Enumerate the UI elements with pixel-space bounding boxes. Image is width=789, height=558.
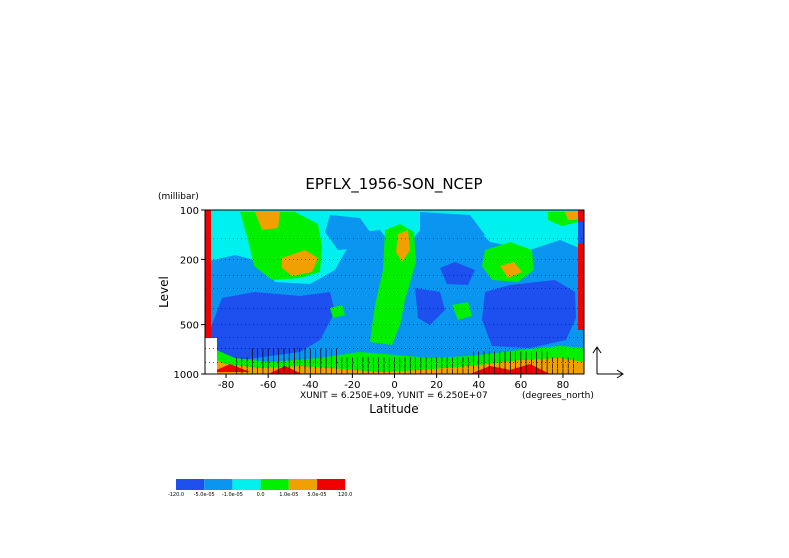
colorbar-label: 1.0e-05 xyxy=(279,492,298,498)
colorbar-label: 120.0 xyxy=(338,492,352,498)
contour-band-light-blue-upper-right xyxy=(420,212,485,250)
contour-band-orange-top-right xyxy=(565,212,578,220)
reference-vector xyxy=(592,346,624,379)
x-axis: -80 -60 -40 -20 0 20 40 60 80 xyxy=(218,374,569,391)
y-tick-label: 200 xyxy=(180,255,199,266)
x-tick-label: 20 xyxy=(430,380,443,391)
contour-band-light-blue-upper xyxy=(325,215,372,250)
x-axis-label: Latitude xyxy=(369,402,418,416)
contour-band-dark-blue-mid xyxy=(440,262,475,285)
contour-band-green-small xyxy=(452,302,472,320)
vector-scale-label: XUNIT = 6.250E+09, YUNIT = 6.250E+07 xyxy=(300,391,488,401)
x-tick-label: 40 xyxy=(472,380,485,391)
chart-title: EPFLX_1956-SON_NCEP xyxy=(305,175,482,194)
colorbar-label: 5.0e-05 xyxy=(307,492,326,498)
colorbar-swatch xyxy=(260,479,289,490)
colorbar-swatch xyxy=(204,479,233,490)
x-tick-label: -40 xyxy=(302,380,318,391)
colorbar-swatch xyxy=(232,479,261,490)
contour-band-orange-top-left xyxy=(255,212,280,230)
y-axis-label: Level xyxy=(157,276,171,308)
contour-band-orange-center xyxy=(396,230,410,262)
y-tick-label: 500 xyxy=(180,321,199,332)
x-unit-label: (degrees_north) xyxy=(522,391,594,401)
y-tick-label: 1000 xyxy=(174,370,199,381)
contour-band-dark-blue-right xyxy=(482,280,576,348)
x-tick-label: -80 xyxy=(218,380,234,391)
undefined-region xyxy=(205,338,217,374)
colorbar-label: -120.0 xyxy=(168,492,184,498)
colorbar-swatch xyxy=(317,479,346,490)
colorbar-label: -5.0e-05 xyxy=(194,492,215,498)
flux-vectors xyxy=(236,348,574,374)
colorbar-label: -1.0e-05 xyxy=(222,492,243,498)
colorbar-swatch xyxy=(176,479,205,490)
contour-band-dark-blue-center xyxy=(415,288,445,325)
contour-band-green-small-left xyxy=(330,305,345,318)
contour-band-blue-right-edge xyxy=(578,222,584,244)
contour-band-orange-left xyxy=(282,250,318,276)
contour-band-red-left-edge xyxy=(205,210,211,374)
x-tick-label: 60 xyxy=(514,380,527,391)
colorbar-label: 0.0 xyxy=(257,492,265,498)
contour-band-orange-right xyxy=(500,262,522,278)
contour-band-dark-blue-left xyxy=(210,292,335,362)
y-axis: 100 200 500 1000 xyxy=(174,206,205,381)
colorbar: -120.0 -5.0e-05 -1.0e-05 0.0 1.0e-05 5.0e-05 1… xyxy=(168,479,352,498)
x-tick-label: -60 xyxy=(260,380,276,391)
colorbar-swatch xyxy=(288,479,317,490)
x-tick-label: 0 xyxy=(391,380,397,391)
y-unit-label: (millibar) xyxy=(158,192,199,202)
contour-band-red-right-edge xyxy=(578,210,584,330)
y-tick-label: 100 xyxy=(180,206,199,217)
x-tick-label: 80 xyxy=(557,380,570,391)
x-tick-label: -20 xyxy=(344,380,360,391)
contour-band-red-surface xyxy=(212,364,550,374)
contour-field xyxy=(205,210,584,374)
